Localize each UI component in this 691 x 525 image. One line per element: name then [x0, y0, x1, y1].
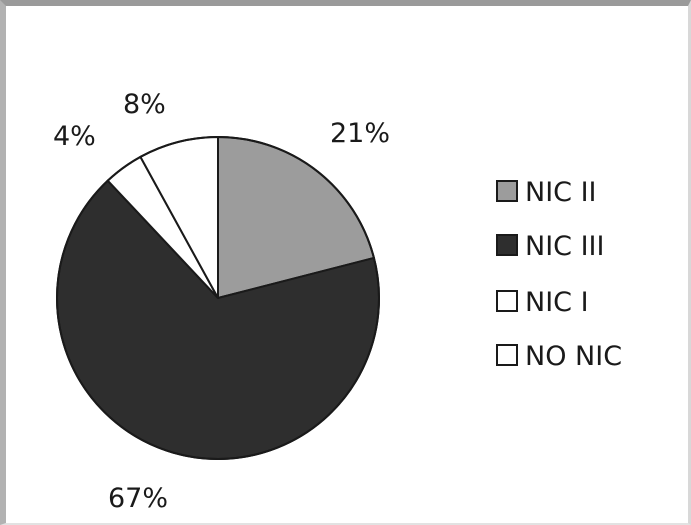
legend-swatch-nic-ii — [496, 180, 518, 202]
slice-label-no-nic: 8% — [123, 89, 166, 120]
legend-item-nic-ii: NIC II — [496, 177, 597, 208]
pie-outline — [56, 136, 380, 460]
slice-label-nic-iii: 67% — [108, 483, 168, 514]
legend-swatch-nic-i — [496, 290, 518, 312]
slice-label-nic-ii: 21% — [330, 118, 390, 149]
pie-labels: 21% 67% 4% 8% — [53, 89, 390, 514]
legend: NIC II NIC III NIC I NO NIC — [496, 177, 622, 372]
slice-label-nic-i: 4% — [53, 121, 96, 152]
legend-item-nic-iii: NIC III — [496, 231, 604, 262]
legend-label-nic-ii: NIC II — [525, 177, 597, 208]
legend-swatch-nic-iii — [496, 234, 518, 256]
pie-slices — [56, 135, 380, 460]
legend-item-no-nic: NO NIC — [496, 341, 622, 372]
legend-label-nic-i: NIC I — [525, 287, 589, 318]
legend-label-nic-iii: NIC III — [525, 231, 604, 262]
legend-label-no-nic: NO NIC — [525, 341, 622, 372]
legend-swatch-no-nic — [496, 344, 518, 366]
legend-item-nic-i: NIC I — [496, 287, 589, 318]
